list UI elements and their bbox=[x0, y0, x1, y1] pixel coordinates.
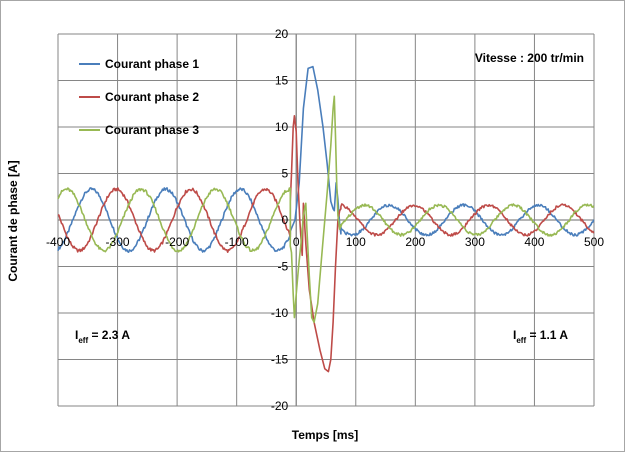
x-tick-label: -400 bbox=[46, 235, 70, 249]
legend-label-phase-3: Courant phase 3 bbox=[105, 123, 199, 137]
y-tick-label: 15 bbox=[275, 74, 289, 88]
y-tick-label: 0 bbox=[282, 213, 289, 227]
y-tick-label: 20 bbox=[275, 27, 289, 41]
y-tick-label: -15 bbox=[271, 353, 289, 367]
ieff-left-suffix: = 2.3 A bbox=[88, 328, 130, 342]
x-tick-label: 300 bbox=[465, 235, 485, 249]
series-group bbox=[57, 65, 595, 373]
x-tick-label: 200 bbox=[405, 235, 425, 249]
y-tick-label: 10 bbox=[275, 120, 289, 134]
legend-label-phase-2: Courant phase 2 bbox=[105, 90, 199, 104]
ieff-left-annotation: Ieff = 2.3 A bbox=[75, 328, 130, 345]
x-axis-title: Temps [ms] bbox=[292, 428, 358, 442]
x-tick-label: -200 bbox=[165, 235, 189, 249]
ieff-left-prefix: I bbox=[75, 328, 78, 342]
ieff-right-sub: eff bbox=[516, 336, 526, 345]
y-tick-label: -10 bbox=[271, 306, 289, 320]
x-tick-label: 0 bbox=[293, 235, 300, 249]
speed-annotation: Vitesse : 200 tr/min bbox=[475, 51, 584, 65]
legend: Courant phase 1 Courant phase 2 Courant ph… bbox=[79, 57, 199, 137]
x-tick-label: -300 bbox=[106, 235, 130, 249]
y-tick-label: 5 bbox=[282, 167, 289, 181]
x-tick-label: 400 bbox=[524, 235, 544, 249]
x-tick-label: -100 bbox=[225, 235, 249, 249]
y-axis-title: Courant de phase [A] bbox=[6, 160, 20, 281]
series-line-phase-3 bbox=[57, 95, 595, 324]
ieff-left-sub: eff bbox=[78, 336, 88, 345]
y-tick-label: -5 bbox=[278, 260, 289, 274]
tick-labels: -20 -15 -10 -5 0 5 10 15 20 -400 -300 -200 -100 0 100 2… bbox=[46, 27, 604, 413]
ieff-right-annotation: Ieff = 1.1 A bbox=[513, 328, 568, 345]
x-tick-label: 500 bbox=[584, 235, 604, 249]
y-tick-label: -20 bbox=[271, 399, 289, 413]
x-tick-label: 100 bbox=[346, 235, 366, 249]
ieff-right-prefix: I bbox=[513, 328, 516, 342]
series-line-phase-2 bbox=[57, 115, 595, 373]
grid bbox=[57, 33, 595, 407]
ieff-right-suffix: = 1.1 A bbox=[526, 328, 568, 342]
legend-label-phase-1: Courant phase 1 bbox=[105, 57, 199, 71]
